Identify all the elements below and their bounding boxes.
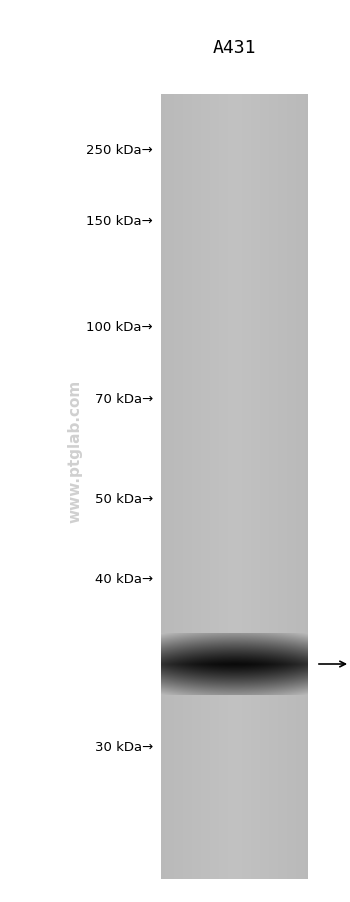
Text: 50 kDa→: 50 kDa→: [95, 493, 153, 506]
Text: A431: A431: [213, 39, 256, 57]
Text: 100 kDa→: 100 kDa→: [86, 321, 153, 334]
Text: 70 kDa→: 70 kDa→: [95, 393, 153, 406]
Text: 250 kDa→: 250 kDa→: [86, 143, 153, 156]
Text: 150 kDa→: 150 kDa→: [86, 216, 153, 228]
Text: 30 kDa→: 30 kDa→: [95, 741, 153, 754]
Text: www.ptglab.com: www.ptglab.com: [68, 380, 83, 522]
Text: 40 kDa→: 40 kDa→: [95, 573, 153, 586]
